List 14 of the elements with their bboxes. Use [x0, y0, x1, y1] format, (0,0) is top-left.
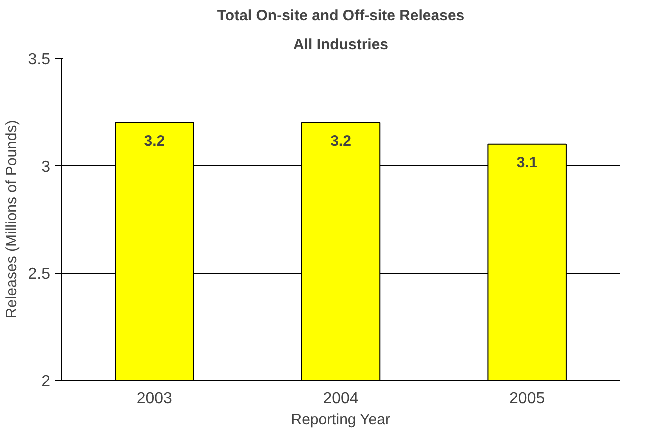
- y-tick-label: 2.5: [28, 266, 51, 284]
- y-tick-label: 3: [42, 158, 51, 176]
- data-label: 3.2: [330, 132, 352, 150]
- x-axis-title: Reporting Year: [291, 412, 390, 428]
- x-tick-label: 2005: [510, 390, 546, 408]
- data-label: 3.1: [516, 154, 538, 172]
- x-tick-label: 2004: [323, 390, 359, 408]
- chart-title: Total On-site and Off-site Releases: [217, 8, 465, 24]
- y-tick-label: 2: [42, 374, 51, 390]
- chart-subtitle: All Industries: [293, 36, 389, 54]
- y-axis-title: Releases (Millions of Pounds): [3, 120, 20, 319]
- data-label: 3.2: [144, 132, 166, 150]
- y-tick-label: 3.5: [28, 52, 51, 68]
- x-tick-label: 2003: [136, 390, 173, 408]
